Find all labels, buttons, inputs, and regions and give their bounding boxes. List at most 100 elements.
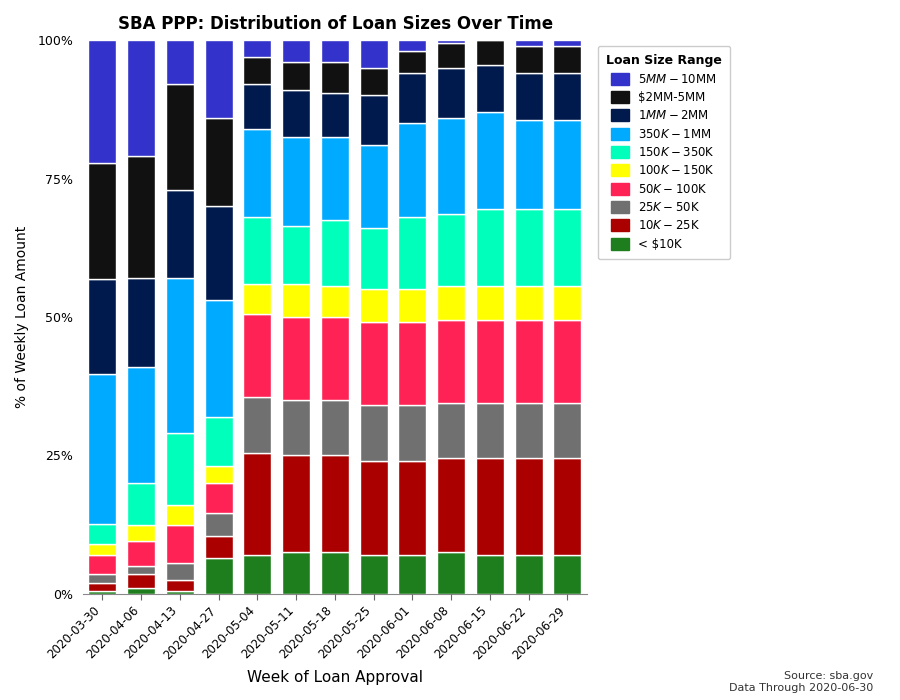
Bar [399, 289, 427, 323]
Bar [476, 209, 504, 286]
Bar [321, 552, 349, 594]
Bar [282, 455, 310, 552]
Bar [437, 458, 465, 552]
Bar [515, 209, 543, 286]
Bar [476, 458, 504, 555]
Bar [321, 317, 349, 400]
Bar [321, 400, 349, 455]
Bar [554, 458, 581, 555]
Bar [204, 536, 232, 558]
Bar [243, 284, 271, 314]
Bar [321, 455, 349, 552]
Bar [399, 461, 427, 555]
Bar [360, 95, 388, 146]
Bar [321, 92, 349, 137]
Bar [88, 555, 116, 574]
Bar [88, 524, 116, 544]
Bar [127, 40, 155, 156]
Bar [127, 574, 155, 588]
Bar [476, 286, 504, 320]
Bar [204, 40, 232, 118]
Bar [282, 137, 310, 225]
Legend: $5MM-$10MM, $2MM-5MM, $1MM-$2MM, $350K-$1MM, $150K-$350K, $100K-$150K, $50K-$100: $5MM-$10MM, $2MM-5MM, $1MM-$2MM, $350K-$… [598, 46, 730, 259]
Bar [166, 564, 194, 580]
Bar [437, 402, 465, 458]
Bar [204, 483, 232, 513]
Bar [166, 591, 194, 594]
Bar [476, 320, 504, 402]
Bar [88, 162, 116, 279]
Text: SBA PPP: Distribution of Loan Sizes Over Time: SBA PPP: Distribution of Loan Sizes Over… [118, 15, 554, 33]
Bar [360, 405, 388, 461]
Bar [515, 458, 543, 555]
Bar [127, 566, 155, 574]
Bar [282, 90, 310, 137]
Bar [127, 483, 155, 524]
Bar [554, 402, 581, 458]
Bar [166, 524, 194, 564]
Bar [88, 574, 116, 582]
Bar [399, 74, 427, 123]
Bar [437, 320, 465, 402]
Bar [88, 40, 116, 162]
Bar [243, 452, 271, 555]
Bar [243, 129, 271, 217]
Bar [243, 217, 271, 284]
Bar [243, 314, 271, 397]
Bar [437, 68, 465, 118]
Bar [127, 156, 155, 278]
Bar [88, 591, 116, 594]
Bar [399, 323, 427, 405]
Bar [515, 402, 543, 458]
Bar [282, 284, 310, 317]
Bar [360, 228, 388, 289]
Bar [399, 40, 427, 51]
Bar [282, 225, 310, 284]
Bar [399, 405, 427, 461]
Bar [554, 40, 581, 46]
Bar [204, 513, 232, 536]
Bar [166, 433, 194, 505]
Bar [360, 40, 388, 68]
Bar [166, 190, 194, 278]
Bar [321, 62, 349, 92]
Bar [437, 40, 465, 43]
Bar [399, 555, 427, 594]
Bar [437, 286, 465, 320]
Bar [476, 402, 504, 458]
Bar [515, 74, 543, 120]
Bar [127, 524, 155, 541]
Bar [399, 217, 427, 289]
Bar [399, 123, 427, 217]
Bar [321, 220, 349, 286]
Bar [321, 137, 349, 220]
Bar [127, 278, 155, 367]
Bar [88, 544, 116, 555]
Bar [243, 40, 271, 57]
Bar [282, 40, 310, 62]
Bar [360, 555, 388, 594]
Bar [437, 118, 465, 214]
Bar [88, 279, 116, 374]
Bar [204, 118, 232, 206]
Bar [437, 214, 465, 286]
Bar [243, 397, 271, 452]
Bar [282, 62, 310, 90]
Bar [399, 51, 427, 74]
Y-axis label: % of Weekly Loan Amount: % of Weekly Loan Amount [15, 226, 29, 408]
Bar [515, 286, 543, 320]
Bar [204, 206, 232, 300]
Bar [360, 323, 388, 405]
Bar [282, 317, 310, 400]
Bar [554, 120, 581, 209]
Bar [166, 505, 194, 524]
Bar [166, 278, 194, 433]
Bar [554, 74, 581, 120]
Bar [476, 40, 504, 65]
Bar [166, 85, 194, 190]
Bar [437, 43, 465, 68]
Bar [166, 40, 194, 85]
Bar [515, 40, 543, 46]
Bar [476, 112, 504, 209]
Bar [204, 466, 232, 483]
